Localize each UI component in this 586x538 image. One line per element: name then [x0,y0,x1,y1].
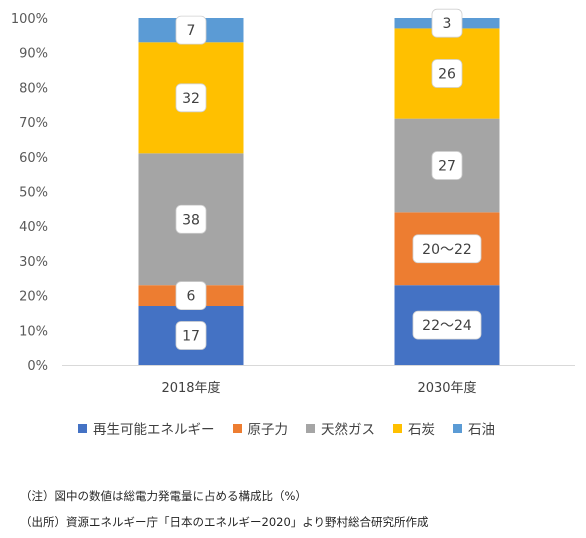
legend-swatch [306,423,315,433]
y-tick-label: 0% [27,359,48,374]
data-label-box [175,204,207,234]
data-label-box [175,281,207,311]
data-label: 7 [187,23,196,39]
legend-swatch [453,423,462,433]
y-tick-label: 20% [19,290,48,305]
y-tick-label: 60% [19,151,48,166]
y-tick-label: 50% [19,186,48,201]
y-tick-label: 10% [19,324,48,339]
legend-label: 石炭 [408,422,435,438]
legend-label: 再生可能エネルギー [93,422,215,438]
data-label: 32 [182,91,200,107]
y-tick-label: 90% [19,47,48,62]
legend-swatch [393,423,402,433]
x-category-label: 2018年度 [161,380,220,396]
y-tick-label: 30% [19,255,48,270]
data-label-box [412,234,482,264]
data-label-box [431,59,463,88]
data-label: 22〜24 [422,318,472,334]
data-label-box [431,8,463,38]
legend-swatch [78,423,87,433]
y-tick-label: 80% [19,81,48,96]
y-tick-label: 100% [11,12,48,27]
data-label-box [175,83,207,113]
data-label-box [175,321,207,350]
chart-legend: 再生可能エネルギー 原子力 天然ガス 石炭 石油 [78,418,495,438]
data-label: 20〜22 [422,242,472,258]
data-label: 17 [182,329,200,345]
legend-item: 再生可能エネルギー [78,418,215,438]
data-label: 26 [438,67,456,83]
legend-item: 原子力 [232,418,289,438]
legend-item: 天然ガス [306,418,375,438]
legend-swatch [232,423,242,433]
data-label-box [412,310,482,340]
data-label-box [175,15,207,45]
legend-item: 石炭 [393,418,435,438]
chart-note: （注）図中の数値は総電力発電量に占める構成比（%） [20,489,307,503]
legend-label: 天然ガス [321,422,375,438]
data-label: 6 [187,289,196,305]
data-label: 27 [438,158,456,174]
stacked-bar-chart: 0%10%20%30%40%50%60%70%80%90%100%1763832… [11,8,575,396]
legend-item: 石油 [453,418,495,438]
y-tick-label: 70% [19,116,48,131]
legend-label: 原子力 [247,422,289,438]
data-label: 3 [443,16,452,32]
legend-label: 石油 [468,422,495,438]
y-tick-label: 40% [19,220,48,235]
data-label: 38 [182,212,200,228]
x-category-label: 2030年度 [417,380,476,396]
data-label-box [431,151,463,180]
chart-source: （出所）資源エネルギー庁「日本のエネルギー2020」より野村総合研究所作成 [20,515,429,529]
